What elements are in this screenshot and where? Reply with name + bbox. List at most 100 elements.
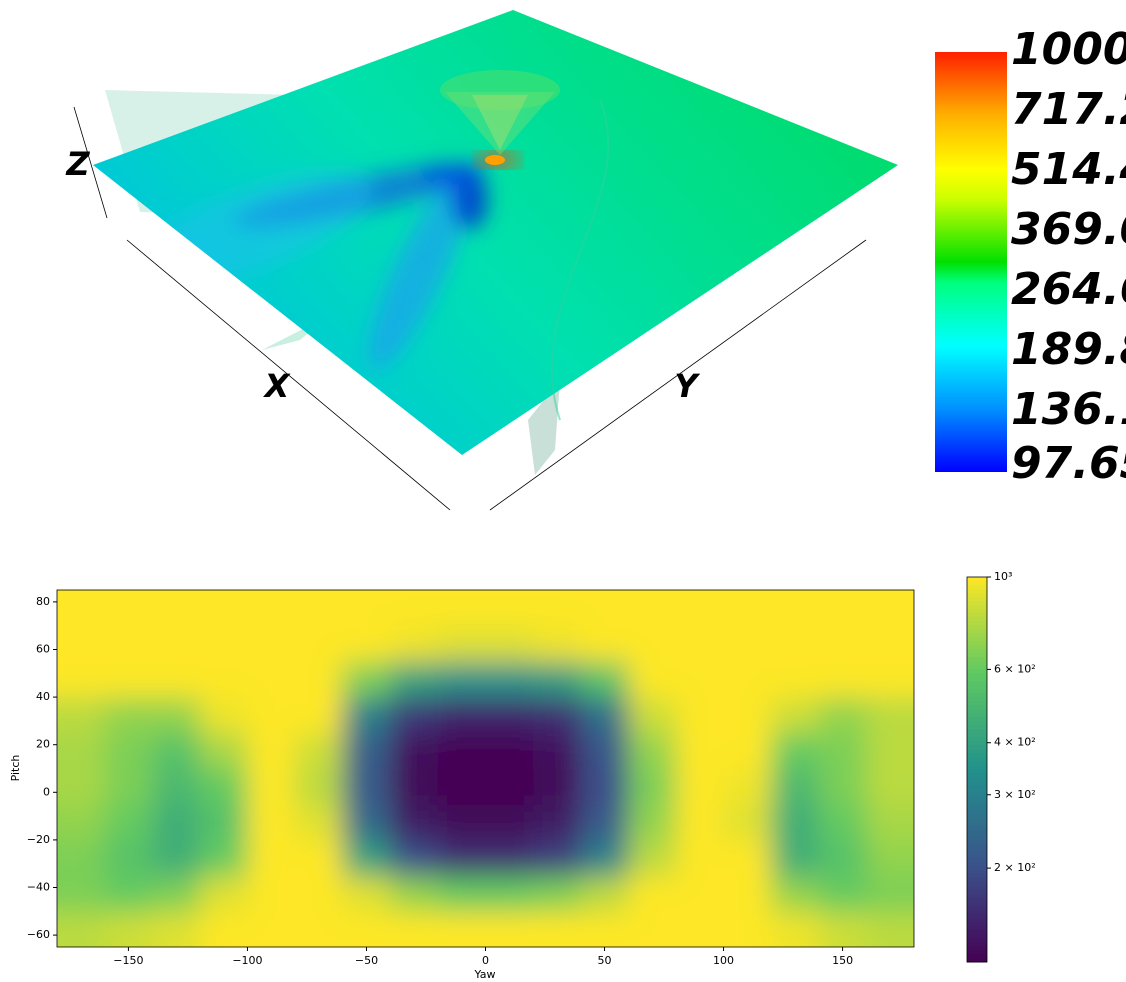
x-tick-label: −50 — [355, 954, 378, 967]
y-tick-label: −20 — [27, 833, 50, 846]
heatmap-cell — [819, 876, 867, 912]
page: Z X Y Yaw Pitch 1000.717.2514.4369.0264.… — [0, 0, 1126, 982]
y-label: Y — [674, 367, 700, 405]
x-axis-label: Yaw — [474, 968, 496, 981]
colorbar-band — [967, 713, 987, 718]
heatmap-cell — [438, 840, 486, 876]
heatmap-cell — [343, 733, 391, 769]
heatmap-cell — [295, 840, 343, 876]
colorbar-band — [967, 774, 987, 779]
colorbar-band — [967, 645, 987, 650]
colorbar-band — [967, 938, 987, 943]
heatmap-cell — [628, 550, 676, 626]
colorbar-band — [967, 838, 987, 843]
colorbar-band — [967, 834, 987, 839]
heatmap-cell — [295, 550, 343, 626]
heatmap-cell — [247, 840, 295, 876]
heatmap-cell — [390, 550, 438, 626]
colorbar-band — [967, 717, 987, 722]
heatmap-cell — [771, 769, 819, 805]
colorbar-tick-label: 189.8 — [1011, 324, 1126, 375]
colorbar-band — [967, 950, 987, 955]
heatmap-cell — [724, 733, 772, 769]
heatmap-cell — [819, 733, 867, 769]
heatmap-cell — [724, 876, 772, 912]
heatmap-cell — [390, 769, 438, 805]
heatmap-cell — [247, 769, 295, 805]
colorbar-tick-label: 514.4 — [1011, 144, 1126, 195]
heatmap-cell — [247, 697, 295, 733]
colorbar-tick-label: 1000. — [1011, 24, 1126, 75]
heatmap-cell — [295, 876, 343, 912]
heatmap-cell — [295, 733, 343, 769]
colorbar-band — [967, 818, 987, 823]
colorbar-band — [967, 850, 987, 855]
colorbar-band — [967, 890, 987, 895]
heatmap-cell — [105, 840, 153, 876]
heatmap-cell — [628, 626, 676, 662]
heatmap-cell — [105, 733, 153, 769]
colorbar-tick-label: 97.65 — [1011, 438, 1126, 489]
x-label: X — [263, 367, 291, 405]
heatmap-cell — [533, 840, 581, 876]
heatmap-cell — [628, 876, 676, 912]
colorbar-band — [967, 946, 987, 951]
heatmap-cell — [200, 840, 248, 876]
heatmap-cell — [533, 733, 581, 769]
colorbar-band — [967, 886, 987, 891]
colorbar-band — [967, 934, 987, 939]
heatmap-cell — [200, 550, 248, 626]
colorbar-band — [967, 697, 987, 702]
heatmap-cell — [295, 697, 343, 733]
colorbar-band — [967, 685, 987, 690]
heatmap-cell — [676, 661, 724, 697]
heatmap-cell — [105, 697, 153, 733]
heatmap-cell — [438, 697, 486, 733]
colorbar-band — [967, 786, 987, 791]
heatmap-cell — [152, 550, 200, 626]
heatmap-cell — [200, 626, 248, 662]
colorbar-band — [967, 689, 987, 694]
colorbar-band — [967, 874, 987, 879]
heatmap-cell — [581, 769, 629, 805]
colorbar-band — [967, 914, 987, 919]
colorbar-tick-label: 136.1 — [1011, 384, 1126, 435]
heatmap-cell — [105, 769, 153, 805]
colorbar-band — [967, 601, 987, 606]
colorbar-band — [967, 922, 987, 927]
colorbar-band — [967, 757, 987, 762]
heatmap-cell — [533, 804, 581, 840]
heatmap-cell — [866, 550, 954, 626]
heatmap-cell — [628, 661, 676, 697]
heatmap-cell — [247, 733, 295, 769]
z-label: Z — [65, 145, 90, 183]
heatmap-cell — [676, 550, 724, 626]
heatmap-cell — [295, 804, 343, 840]
colorbar-band — [967, 790, 987, 795]
colorbar-band — [967, 930, 987, 935]
colorbar-band — [967, 625, 987, 630]
colorbar-band — [967, 898, 987, 903]
colorbar-band — [967, 846, 987, 851]
heatmap-cell — [247, 804, 295, 840]
heatmap-cell — [819, 804, 867, 840]
colorbar-tick-label: 3 × 10² — [994, 788, 1036, 801]
heatmap-cell — [676, 697, 724, 733]
heatmap-cell — [200, 769, 248, 805]
heatmap-cell — [533, 550, 581, 626]
colorbar-band — [967, 761, 987, 766]
heatmap-cell — [581, 876, 629, 912]
heatmap-cell — [152, 804, 200, 840]
colorbar-band — [967, 673, 987, 678]
heatmap-cell — [581, 840, 629, 876]
heatmap-cell — [486, 733, 534, 769]
heatmap-cell — [343, 661, 391, 697]
colorbar-band — [967, 669, 987, 674]
heatmap-cell — [17, 550, 105, 626]
heatmap-cell — [819, 661, 867, 697]
colorbar-band — [967, 802, 987, 807]
heatmap-cell — [866, 876, 954, 912]
heatmap-cell — [486, 697, 534, 733]
heatmap-cell — [152, 697, 200, 733]
colorbar-band — [967, 577, 987, 582]
